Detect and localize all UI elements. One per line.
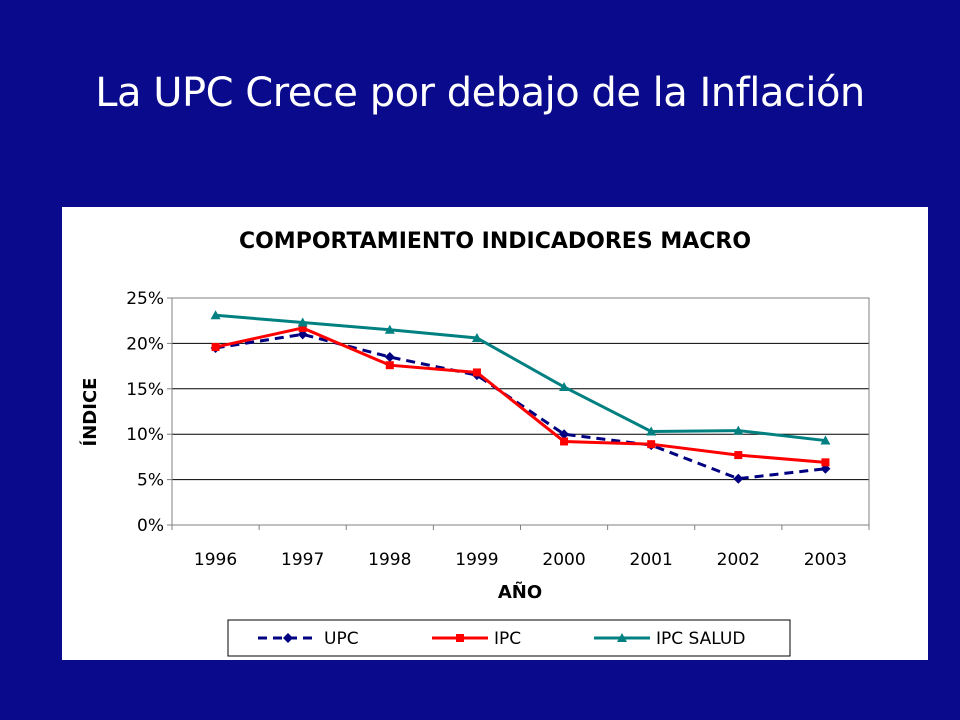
x-tick-label: 2000 [542,550,585,570]
data-point-upc [733,473,744,484]
slide-title: La UPC Crece por debajo de la Inflación [95,70,865,116]
x-tick-label: 1996 [194,550,237,570]
x-tick-label: 1999 [455,550,498,570]
y-tick-label: 20% [126,334,164,354]
legend-box [227,619,791,657]
x-tick-label: 1998 [368,550,411,570]
data-point-ipc-salud [646,426,657,436]
data-point-ipc-salud [210,310,221,320]
legend-label-ipc-salud: IPC SALUD [656,629,745,649]
data-point-ipc [472,368,481,377]
y-axis-ticks: 0% 5% 10% 15% 20% 25% [126,289,172,536]
data-point-ipc [298,323,307,332]
data-point-ipc-salud [384,324,395,334]
x-tick-label: 2001 [630,550,673,570]
gridlines [172,297,869,481]
legend-marker-ipc-salud [617,633,627,642]
data-point-ipc [211,343,220,352]
chart-title: COMPORTAMIENTO INDICADORES MACRO [239,229,751,254]
data-point-ipc-salud [559,381,570,391]
series-line-ipc [215,326,826,464]
data-point-upc [384,352,395,363]
data-point-ipc-salud [820,435,831,445]
series-lines [210,310,831,484]
x-tick-label: 2002 [717,550,760,570]
y-axis-label: ÍNDICE [79,378,101,447]
data-point-ipc [734,451,743,460]
legend-marker-upc [283,633,293,643]
x-axis-ticks: 1996 1997 1998 1999 2000 2001 2002 2003 [171,525,870,570]
y-tick-label: 10% [126,425,164,445]
x-tick-label: 1997 [281,550,324,570]
data-point-ipc-salud [733,425,744,435]
data-point-ipc-salud [297,317,308,327]
y-tick-label: 15% [126,380,164,400]
plot-area [171,297,870,526]
legend-marker-ipc [456,634,464,642]
y-tick-label: 0% [137,516,164,536]
chart-panel: COMPORTAMIENTO INDICADORES MACRO 0% 5% 10%… [62,207,928,660]
series-line-upc [215,332,826,481]
x-axis-label: AÑO [498,580,542,603]
data-point-ipc-salud [471,332,482,342]
data-point-ipc [647,440,656,449]
y-tick-label: 5% [137,471,164,491]
legend-label-ipc: IPC [494,629,521,649]
data-point-ipc [560,437,569,446]
line-chart: COMPORTAMIENTO INDICADORES MACRO 0% 5% 10%… [79,229,870,657]
y-tick-label: 25% [126,289,164,309]
data-point-ipc [821,458,830,467]
legend: UPC IPC IPC SALUD [227,619,791,657]
x-tick-label: 2003 [804,550,847,570]
data-point-upc [559,429,570,440]
legend-label-upc: UPC [324,629,359,649]
series-line-ipc-salud [215,313,826,443]
data-point-ipc [385,361,394,370]
